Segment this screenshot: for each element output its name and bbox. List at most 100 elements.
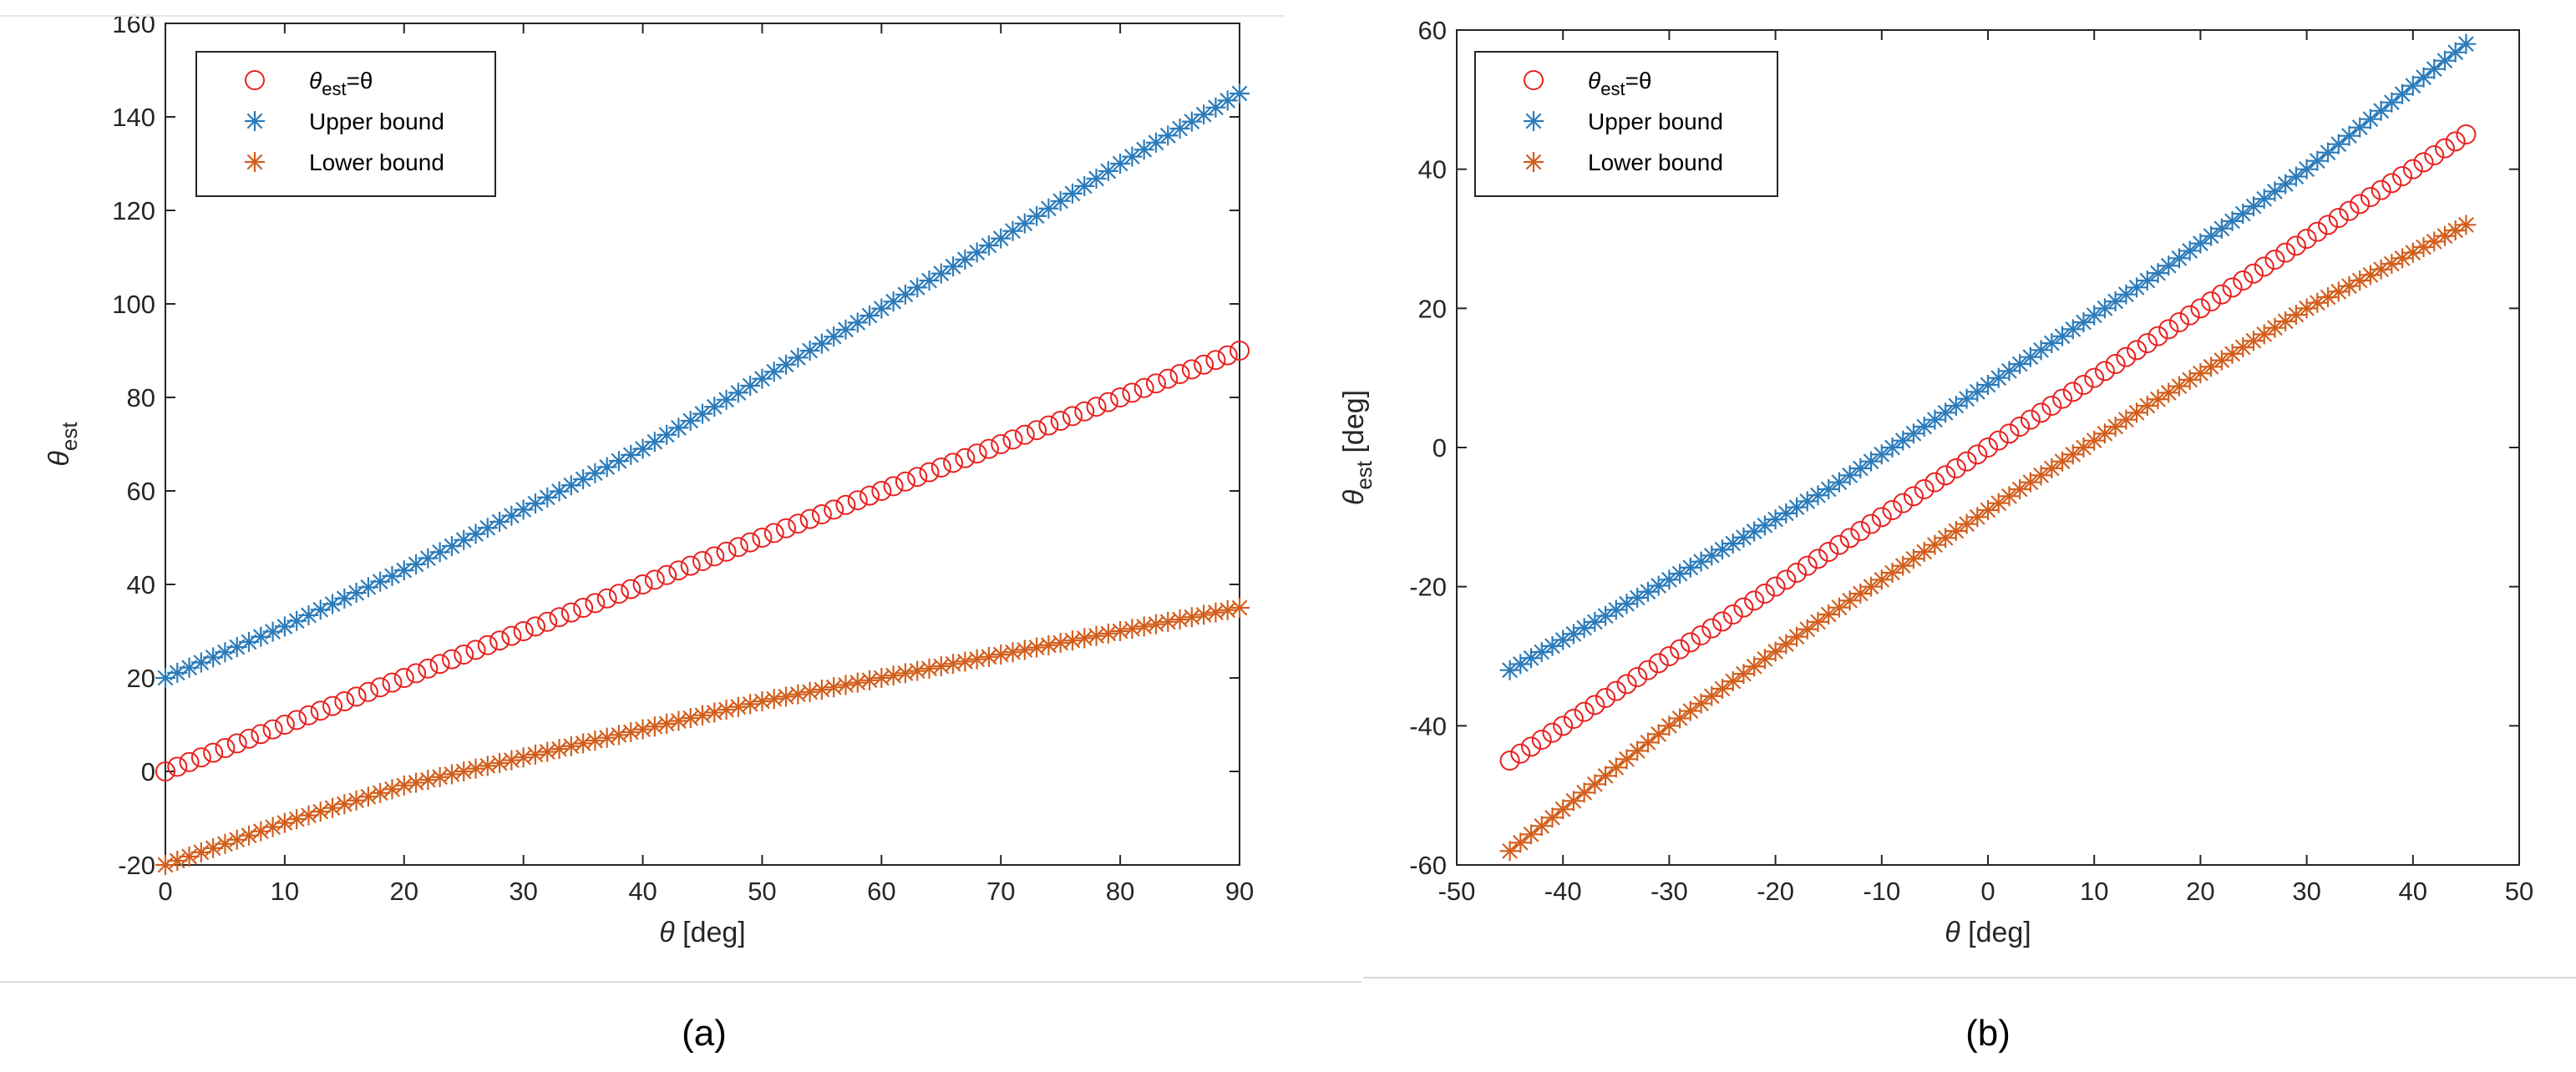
data-point-asterisk: [1542, 807, 1563, 828]
data-point-circle: [1230, 341, 1250, 361]
x-tick-label: -50: [1438, 877, 1476, 906]
data-point-circle: [1133, 377, 1154, 398]
data-point-circle: [2434, 138, 2455, 159]
data-point-circle: [799, 508, 820, 529]
data-point-asterisk: [2339, 125, 2360, 146]
data-point-circle: [2084, 367, 2105, 388]
data-point-circle: [763, 523, 784, 544]
x-tick-label: 10: [2080, 877, 2108, 906]
data-point-asterisk: [2445, 220, 2466, 240]
data-point-asterisk: [860, 306, 880, 326]
data-point-circle: [2339, 200, 2360, 221]
data-point-asterisk: [2381, 92, 2402, 113]
data-point-circle: [2179, 305, 2200, 326]
data-point-circle: [1585, 695, 1605, 716]
data-point-circle: [2041, 396, 2062, 416]
data-point-asterisk: [632, 438, 653, 459]
data-point-circle: [1050, 411, 1071, 431]
data-point-circle: [2127, 340, 2148, 361]
data-point-asterisk: [2285, 305, 2306, 326]
data-point-asterisk: [2244, 196, 2264, 217]
series-lower-bound: [1499, 215, 2477, 862]
data-point-asterisk: [1722, 533, 1743, 554]
data-point-circle: [2275, 242, 2296, 263]
data-point-asterisk: [1627, 588, 1648, 608]
data-point-asterisk: [429, 542, 450, 563]
data-point-circle: [251, 724, 271, 745]
data-point-asterisk: [1074, 175, 1095, 196]
series-θest=θ: [155, 341, 1250, 781]
data-point-asterisk: [883, 291, 904, 312]
data-point-circle: [441, 649, 462, 670]
data-point-asterisk: [811, 333, 832, 354]
data-point-circle: [382, 672, 403, 693]
data-point-asterisk: [513, 747, 534, 768]
data-point-asterisk: [1050, 190, 1071, 211]
data-point-circle: [728, 537, 748, 558]
data-point-asterisk: [1744, 521, 1765, 542]
data-point-asterisk: [2062, 319, 2083, 340]
data-point-asterisk: [2264, 317, 2285, 338]
y-tick-label: 0: [141, 757, 155, 786]
data-point-asterisk: [2233, 337, 2254, 357]
data-point-asterisk: [1605, 757, 1626, 778]
data-point-asterisk: [489, 752, 510, 773]
data-point-asterisk: [382, 779, 403, 800]
data-point-circle: [2233, 271, 2254, 291]
data-point-asterisk: [287, 809, 307, 830]
x-axis-label-symbol: θ: [659, 917, 675, 948]
data-point-circle: [811, 504, 832, 524]
x-axis-label-symbol: θ: [1945, 917, 1960, 948]
data-point-circle: [847, 490, 868, 511]
x-axis-label-unit: [deg]: [675, 917, 746, 948]
data-point-circle: [1691, 625, 1711, 645]
data-point-asterisk: [1659, 716, 1680, 736]
data-point-asterisk: [2402, 75, 2423, 96]
y-axis-label: θest [deg]: [1338, 390, 1377, 505]
data-point-circle: [1122, 382, 1143, 403]
data-point-circle: [429, 654, 450, 675]
data-point-circle: [2307, 221, 2328, 242]
data-point-circle: [895, 471, 915, 492]
data-point-circle: [2201, 291, 2222, 311]
y-tick-label: -60: [1409, 851, 1447, 880]
data-point-asterisk: [2350, 117, 2371, 138]
panel-caption: (a): [682, 1013, 727, 1054]
data-point-asterisk: [1871, 444, 1892, 465]
data-point-asterisk: [1945, 521, 1966, 541]
data-point-asterisk: [860, 670, 880, 690]
data-point-circle: [2381, 173, 2402, 194]
legend-label-symbol: θ: [309, 68, 322, 94]
data-point-asterisk: [1978, 375, 1998, 395]
x-axis-label-unit: [deg]: [1960, 917, 2031, 948]
data-point-circle: [1893, 493, 1914, 513]
data-point-asterisk: [1145, 614, 1166, 635]
data-point-asterisk: [2456, 215, 2477, 235]
data-point-asterisk: [1230, 598, 1250, 618]
data-point-asterisk: [680, 411, 701, 431]
legend-entry-label: θest=θ: [309, 68, 373, 99]
data-point-circle: [215, 738, 236, 758]
data-point-asterisk: [393, 775, 414, 796]
data-point-asterisk: [704, 702, 725, 723]
data-point-asterisk: [1648, 575, 1669, 596]
legend-label-symbol: θ: [1588, 68, 1600, 94]
data-point-circle: [2062, 382, 2083, 402]
y-axis-label-subscript: est: [57, 422, 82, 451]
data-point-circle: [1787, 563, 1808, 583]
data-point-asterisk: [1712, 678, 1732, 699]
data-point-asterisk: [2052, 451, 2073, 472]
data-point-asterisk: [943, 256, 964, 277]
data-point-asterisk: [931, 263, 951, 284]
data-point-asterisk: [1230, 83, 1250, 104]
data-point-asterisk: [1765, 641, 1786, 662]
data-point-asterisk: [752, 691, 773, 711]
data-point-circle: [489, 630, 510, 651]
y-tick-label: 20: [1418, 294, 1447, 323]
data-point-asterisk: [1027, 637, 1047, 658]
data-point-circle: [2020, 409, 2041, 430]
data-point-asterisk: [334, 794, 355, 815]
data-point-asterisk: [1499, 841, 1520, 862]
data-point-asterisk: [1691, 693, 1711, 714]
x-tick-label: 80: [1106, 877, 1134, 906]
